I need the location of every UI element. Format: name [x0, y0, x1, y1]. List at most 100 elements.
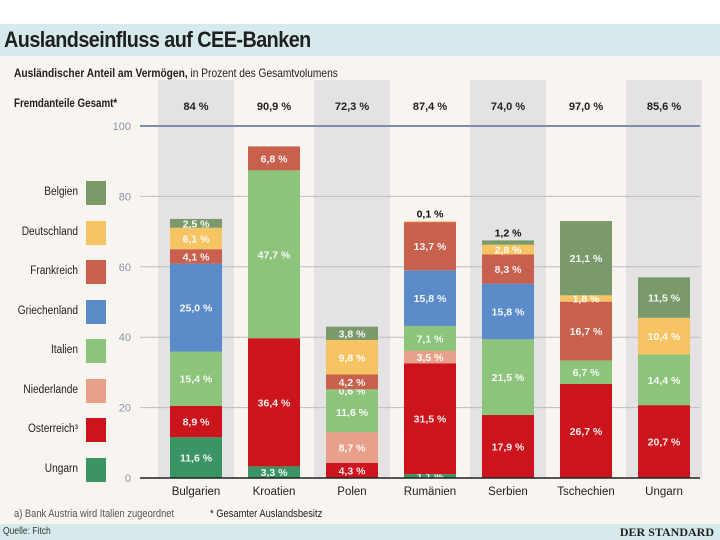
bar-segment: [482, 414, 534, 478]
subtitle-bold: Ausländischer Anteil am Vermögen,: [14, 66, 188, 80]
legend-label: Niederlande: [23, 383, 78, 396]
bar-segment: [560, 301, 612, 361]
bar-segment: [638, 354, 690, 406]
bar-segment: [170, 227, 222, 250]
data-label: 3,5 %: [417, 352, 445, 364]
bar-segment: [326, 391, 378, 433]
x-tick-label: Ungarn: [645, 486, 683, 498]
legend-swatch: [86, 260, 106, 284]
data-label: 7,1 %: [417, 333, 445, 345]
bar-segment: [404, 222, 456, 271]
totals-row-label: Fremdanteile Gesamt*: [14, 98, 118, 110]
data-label: 16,7 %: [570, 326, 603, 338]
total-value: 87,4 %: [413, 101, 447, 113]
total-value: 74,0 %: [491, 101, 525, 113]
bar-segment: [326, 340, 378, 375]
legend-label: Deutschland: [21, 225, 78, 238]
data-label: 3,8 %: [339, 328, 367, 340]
bar-segment: [404, 325, 456, 351]
data-label: 8,3 %: [495, 264, 523, 276]
y-tick-label: 60: [119, 262, 131, 274]
bar-segment: [560, 221, 612, 296]
legend-swatch: [86, 378, 106, 403]
source-text: Quelle: Fitch: [3, 526, 51, 537]
x-tick-label: Serbien: [488, 486, 528, 498]
legend-label: Belgien: [44, 186, 78, 198]
data-label: 11,6 %: [336, 407, 369, 419]
data-label: 1,8 %: [573, 293, 601, 305]
legend-swatch: [86, 220, 106, 245]
data-label: 8,7 %: [339, 443, 367, 455]
legend-label: Frankreich: [30, 265, 78, 277]
bar-segment: [170, 351, 222, 406]
x-tick-label: Bulgarien: [172, 486, 221, 498]
x-tick-label: Kroatien: [253, 486, 296, 498]
total-value: 72,3 %: [335, 101, 369, 113]
data-label: 2,5 %: [183, 218, 211, 230]
bar-segment: [170, 263, 222, 352]
data-label: 14,4 %: [648, 375, 681, 387]
legend-label: Ungarn: [44, 462, 78, 475]
subtitle-rest: in Prozent des Gesamtvolumens: [187, 66, 338, 80]
bar-segment: [170, 405, 222, 438]
data-label: 15,4 %: [180, 374, 213, 386]
x-tick-label: Polen: [337, 486, 366, 498]
bar-segment: [638, 277, 690, 318]
infographic: Auslandseinfluss auf CEE-Banken Ausländi…: [0, 24, 720, 540]
data-label: 4,3 %: [339, 465, 367, 477]
bar-segment: [326, 389, 378, 392]
bar-segment: [482, 339, 534, 415]
data-label: 15,8 %: [414, 293, 447, 305]
bar-segment: [404, 350, 456, 364]
data-label: 3,3 %: [261, 467, 289, 479]
data-label: 13,7 %: [414, 241, 447, 253]
bar-segment: [560, 295, 612, 302]
bar-segment: [170, 249, 222, 264]
bar-segment: [326, 462, 378, 478]
legend-label: Griechenland: [17, 304, 78, 317]
bar-segment: [560, 360, 612, 385]
data-label: 11,6 %: [180, 453, 213, 465]
bar-segment: [638, 405, 690, 478]
data-label: 6,7 %: [573, 367, 601, 379]
bar-segment: [326, 326, 378, 341]
bar-segment: [248, 466, 300, 478]
brand-logo: DER STANDARD: [619, 525, 714, 539]
legend-swatch: [86, 299, 106, 324]
data-label: 15,8 %: [492, 307, 525, 319]
total-value: 97,0 %: [569, 101, 603, 113]
data-label: 25,0 %: [180, 303, 213, 315]
data-label: 21,5 %: [492, 372, 525, 384]
bar-segment: [248, 338, 300, 467]
footnote-star: * Gesamter Auslandsbesitz: [210, 508, 323, 520]
x-tick-label: Rumänien: [404, 486, 456, 498]
bar-segment: [482, 283, 534, 340]
bar-segment: [326, 432, 378, 463]
data-label: 4,2 %: [339, 377, 367, 389]
y-tick-label: 80: [119, 191, 131, 203]
bar-segment: [404, 221, 456, 223]
x-tick-label: Tschechien: [557, 486, 615, 498]
source-bar: Quelle: Fitch DER STANDARD: [0, 524, 720, 540]
bar-segment: [248, 170, 300, 339]
total-value: 90,9 %: [257, 101, 291, 113]
data-label: 47,7 %: [258, 249, 291, 261]
total-value: 85,6 %: [647, 101, 681, 113]
chart-title: Auslandseinfluss auf CEE-Banken: [4, 27, 311, 52]
bar-segment: [482, 244, 534, 255]
data-label: 36,4 %: [258, 397, 291, 409]
bar-segment: [326, 374, 378, 390]
title-bar: Auslandseinfluss auf CEE-Banken: [0, 24, 720, 56]
y-tick-label: 20: [119, 403, 131, 415]
data-label: 4,1 %: [183, 251, 211, 263]
data-label: 2,8 %: [495, 245, 523, 257]
legend-swatch: [86, 457, 106, 482]
data-label: 31,5 %: [414, 414, 447, 426]
data-label: 10,4 %: [648, 331, 681, 343]
bar-segment: [482, 240, 534, 245]
bar-segment: [404, 270, 456, 326]
data-label: 21,1 %: [570, 253, 603, 265]
legend-swatch: [86, 339, 106, 363]
bar-segment: [638, 317, 690, 355]
y-tick-label: 40: [119, 332, 131, 344]
